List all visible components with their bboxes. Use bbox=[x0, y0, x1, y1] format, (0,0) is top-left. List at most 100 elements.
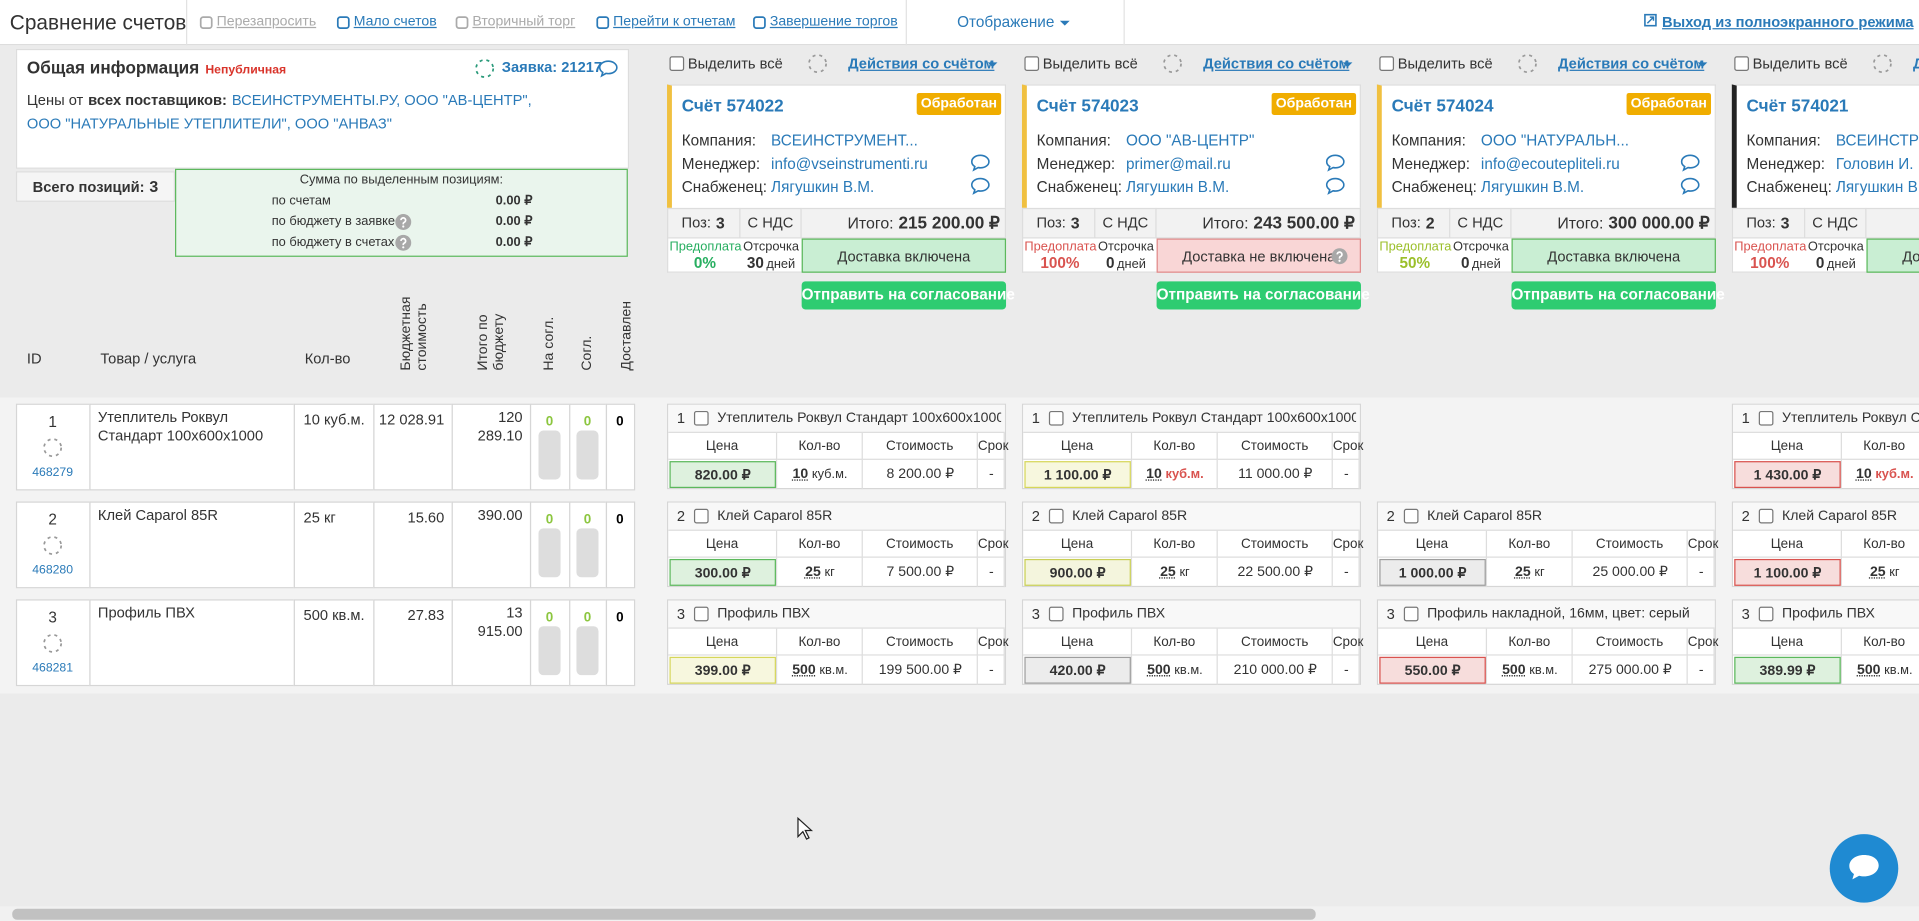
suppliers-link[interactable]: ВСЕИНСТРУМЕНТЫ.РУ, ООО "АВ-ЦЕНТР", ООО "… bbox=[26, 91, 532, 133]
field-value[interactable]: ООО "АВ-ЦЕНТР" bbox=[1125, 132, 1255, 150]
field-value[interactable]: Головин И. bbox=[1835, 155, 1914, 173]
invoice-actions[interactable]: Действия со счётом bbox=[1913, 54, 1919, 74]
field-value[interactable]: info@ecoutepliteli.ru bbox=[1480, 155, 1620, 173]
help-icon-shape bbox=[1336, 251, 1343, 259]
count-bar bbox=[576, 528, 599, 578]
item-name: Профиль ПВХ bbox=[717, 606, 811, 622]
field-value[interactable]: Лягушкин В.М. bbox=[1125, 178, 1230, 196]
field-value[interactable]: Лягушкин В.М. bbox=[1835, 178, 1919, 196]
loading-icon bbox=[1872, 54, 1892, 74]
select-all[interactable]: Выделить всё bbox=[1752, 55, 1848, 73]
checkbox[interactable] bbox=[1379, 56, 1395, 71]
checkbox[interactable] bbox=[1403, 606, 1419, 622]
field-label: Компания: bbox=[1391, 132, 1466, 150]
field-value[interactable]: ООО "НАТУРАЛЬН... bbox=[1480, 132, 1630, 150]
item-column-label: Стоимость bbox=[1572, 628, 1688, 656]
select-all[interactable]: Выделить всё bbox=[687, 55, 783, 73]
display-menu[interactable]: Отображение bbox=[957, 13, 1055, 31]
checkbox[interactable] bbox=[693, 606, 709, 622]
toolbar-button[interactable]: Вторичный торг bbox=[472, 14, 576, 30]
help-icon[interactable] bbox=[1331, 248, 1348, 265]
positions-label: Поз: bbox=[1746, 214, 1776, 232]
field-value[interactable]: info@vseinstrumenti.ru bbox=[771, 155, 928, 173]
invoice-title[interactable]: Счёт 574022 bbox=[681, 95, 784, 115]
toolbar-button[interactable]: Перезапросить bbox=[216, 14, 317, 30]
invoice-title[interactable]: Счёт 574021 bbox=[1746, 95, 1849, 115]
item-qty-value: 500 bbox=[1857, 662, 1881, 678]
checkbox[interactable] bbox=[1403, 508, 1419, 524]
checkbox[interactable] bbox=[693, 410, 709, 426]
comment-icon[interactable] bbox=[598, 60, 618, 78]
checkbox[interactable] bbox=[1758, 410, 1774, 426]
toolbar-button[interactable]: Мало счетов bbox=[353, 14, 437, 30]
comment-icon[interactable] bbox=[970, 154, 991, 172]
row-count: 0 bbox=[545, 610, 554, 626]
checkbox[interactable] bbox=[1048, 508, 1064, 524]
exit-fullscreen[interactable]: Выход из полноэкранного режима bbox=[1662, 13, 1914, 31]
info-title: Общая информация bbox=[26, 57, 200, 78]
checkbox[interactable] bbox=[1024, 56, 1040, 71]
item-column-label: Цена bbox=[1733, 530, 1842, 558]
fullscreen-icon bbox=[1644, 13, 1657, 27]
comment-icon[interactable] bbox=[1325, 177, 1345, 195]
scrollbar-thumb[interactable] bbox=[12, 908, 1316, 920]
field-value[interactable]: Лягушкин В.М. bbox=[1480, 178, 1585, 196]
send-button[interactable]: Отправить на согласование bbox=[801, 281, 1015, 310]
invoice-actions[interactable]: Действия со счётом bbox=[1203, 55, 1350, 73]
invoice-actions[interactable]: Действия со счётом bbox=[1558, 55, 1705, 73]
invoice-actions[interactable]: Действия со счётом bbox=[848, 55, 995, 73]
item-number: 3 bbox=[676, 605, 686, 623]
invoice-title[interactable]: Счёт 574024 bbox=[1391, 95, 1494, 115]
checkbox[interactable] bbox=[1048, 606, 1064, 622]
select-all[interactable]: Выделить всё bbox=[1397, 55, 1493, 73]
checkbox[interactable] bbox=[693, 508, 709, 524]
summary-value: 0.00 ₽ bbox=[495, 214, 533, 229]
row-code[interactable]: 468280 bbox=[32, 563, 74, 578]
delay-value: 0 дней bbox=[1450, 254, 1511, 271]
field-value[interactable]: primer@mail.ru bbox=[1125, 155, 1231, 173]
invoice-title[interactable]: Счёт 574023 bbox=[1036, 95, 1139, 115]
item-term: - bbox=[1343, 565, 1349, 580]
checkbox[interactable] bbox=[1048, 410, 1064, 426]
send-button[interactable]: Отправить на согласование bbox=[1156, 281, 1370, 310]
item-qty-value: 25 bbox=[1160, 565, 1176, 580]
item-column-label: Кол-во bbox=[777, 432, 863, 460]
toolbar-button[interactable]: Перейти к отчетам bbox=[613, 14, 736, 30]
chat-widget[interactable] bbox=[1829, 834, 1899, 903]
checkbox[interactable] bbox=[1758, 508, 1774, 524]
item-column-label: Кол-во bbox=[777, 530, 863, 558]
help-icon[interactable] bbox=[395, 214, 412, 230]
field-label: Менеджер: bbox=[681, 155, 761, 173]
checkbox[interactable] bbox=[1734, 56, 1749, 71]
checkbox[interactable] bbox=[1758, 606, 1774, 622]
comment-icon[interactable] bbox=[970, 177, 991, 195]
field-label: Снабженец: bbox=[681, 178, 768, 196]
checkbox[interactable] bbox=[669, 56, 685, 71]
row-code[interactable]: 468279 bbox=[32, 466, 74, 480]
total-cell: Итого: 300 000.00 ₽ bbox=[1512, 208, 1709, 239]
toolbar-button[interactable]: Завершение торгов bbox=[769, 14, 898, 30]
help-icon[interactable] bbox=[395, 234, 412, 251]
separator bbox=[1123, 0, 1125, 46]
item-cell bbox=[777, 459, 863, 490]
item-cell bbox=[1218, 655, 1333, 685]
comment-icon-shape bbox=[598, 60, 618, 78]
field-value[interactable]: ВСЕИНСТРУМЕНТ... bbox=[1835, 132, 1919, 150]
comment-icon[interactable] bbox=[1680, 177, 1700, 195]
comment-icon-shape bbox=[1325, 177, 1345, 195]
table-cell bbox=[293, 501, 375, 589]
field-value[interactable]: ВСЕИНСТРУМЕНТ... bbox=[771, 132, 918, 150]
request-number[interactable]: Заявка: 21217 bbox=[501, 58, 603, 76]
invoice-card: Счёт 574023 Обработан Компания: ООО "АВ-ЦЕН… bbox=[1021, 84, 1361, 208]
toolbar-button-icon bbox=[753, 16, 766, 29]
item-column-label: Стоимость bbox=[1217, 530, 1333, 558]
comment-icon[interactable] bbox=[1325, 154, 1345, 172]
row-budget-price: 12 028.91 bbox=[378, 410, 445, 429]
comment-icon[interactable] bbox=[1680, 154, 1700, 172]
select-all[interactable]: Выделить всё bbox=[1042, 55, 1138, 73]
send-button[interactable]: Отправить на согласование bbox=[1511, 281, 1725, 310]
item-cell bbox=[1023, 557, 1133, 588]
field-value[interactable]: Лягушкин В.М. bbox=[771, 178, 875, 196]
row-code[interactable]: 468281 bbox=[32, 661, 74, 676]
